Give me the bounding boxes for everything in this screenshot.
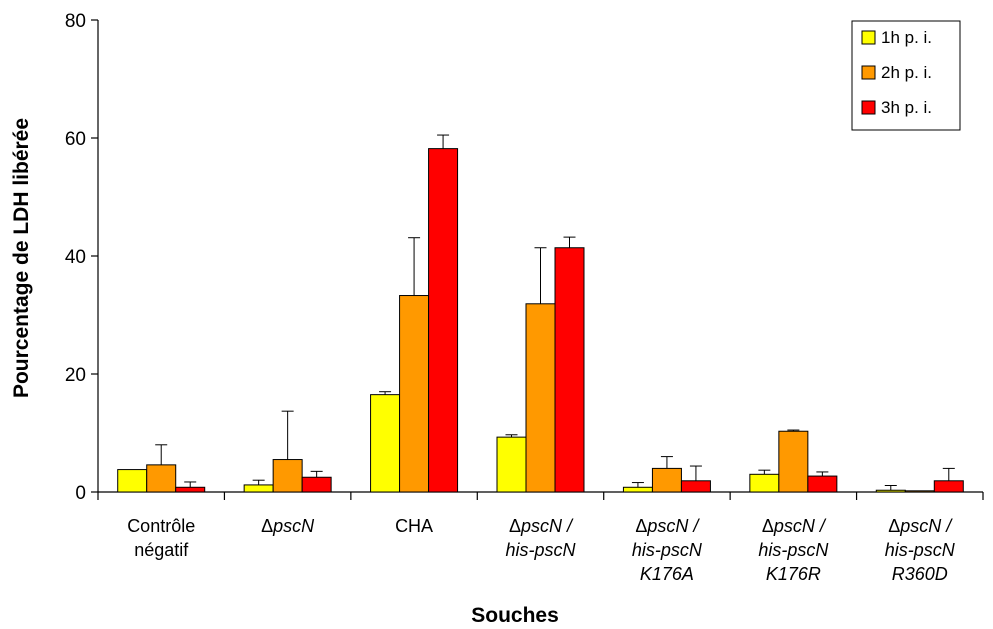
legend-label: 3h p. i. <box>881 98 932 117</box>
bar <box>370 394 401 493</box>
bar <box>622 486 653 493</box>
bar <box>875 489 906 493</box>
category-label-part: pscN / <box>646 516 700 536</box>
y-tick-label: 60 <box>65 129 86 150</box>
bar <box>175 486 206 493</box>
bar <box>399 295 430 493</box>
bar <box>496 436 527 493</box>
y-tick-label: 80 <box>65 11 86 32</box>
category-label: ΔpscN / <box>888 516 953 536</box>
category-label: his-pscN <box>758 540 829 560</box>
category-label: R360D <box>892 564 948 584</box>
legend-swatch <box>861 100 876 115</box>
category-label: ΔpscN <box>261 516 315 536</box>
bar <box>904 490 935 493</box>
bar <box>146 464 177 493</box>
bar <box>933 480 964 493</box>
bar <box>525 303 556 493</box>
category-label: his-pscN <box>885 540 956 560</box>
category-label: K176R <box>766 564 821 584</box>
bar <box>117 469 148 493</box>
y-ticks: 0 20 40 60 80 <box>65 11 98 504</box>
category-label-part: Δ <box>762 516 774 536</box>
plot-area: 0 20 40 60 80 <box>65 11 984 504</box>
x-axis-title: Souches <box>471 604 559 627</box>
bar <box>272 459 303 493</box>
category-label: ΔpscN / <box>509 516 574 536</box>
legend: 1h p. i. 2h p. i. 3h p. i. <box>851 20 961 131</box>
y-axis-title: Pourcentage de LDH libérée <box>10 118 33 398</box>
bar <box>301 476 332 493</box>
category-label: CHA <box>395 516 433 536</box>
category-label: K176A <box>640 564 694 584</box>
category-label-part: Δ <box>261 516 273 536</box>
category-labels: Contrôle négatif ΔpscN CHA ΔpscN / his-pscN Δp… <box>127 516 956 584</box>
bar <box>554 247 585 493</box>
legend-label: 2h p. i. <box>881 63 932 82</box>
bar <box>807 475 838 493</box>
category-label: his-pscN <box>505 540 576 560</box>
y-tick-label: 40 <box>65 247 86 268</box>
error-bars <box>155 134 955 491</box>
legend-label: 1h p. i. <box>881 28 932 47</box>
bar <box>778 430 809 493</box>
y-tick-label: 20 <box>65 365 86 386</box>
legend-swatch <box>861 65 876 80</box>
bar <box>749 473 780 493</box>
category-label: his-pscN <box>632 540 703 560</box>
category-label-part: pscN / <box>520 516 574 536</box>
bar <box>680 480 711 493</box>
legend-swatch <box>861 30 876 45</box>
bar <box>428 148 459 493</box>
bars <box>117 148 964 493</box>
category-label: Contrôle <box>127 516 195 536</box>
category-label-part: Δ <box>509 516 521 536</box>
category-label-part: pscN <box>272 516 315 536</box>
category-label-part: pscN / <box>773 516 827 536</box>
y-tick-label: 0 <box>75 483 86 504</box>
x-ticks <box>97 492 984 500</box>
bar <box>243 484 274 493</box>
category-label-part: Δ <box>888 516 900 536</box>
category-label-part: pscN / <box>899 516 953 536</box>
category-label: ΔpscN / <box>762 516 827 536</box>
category-label: négatif <box>134 540 189 560</box>
category-label: ΔpscN / <box>635 516 700 536</box>
category-label-part: Δ <box>635 516 647 536</box>
bar <box>651 467 682 493</box>
